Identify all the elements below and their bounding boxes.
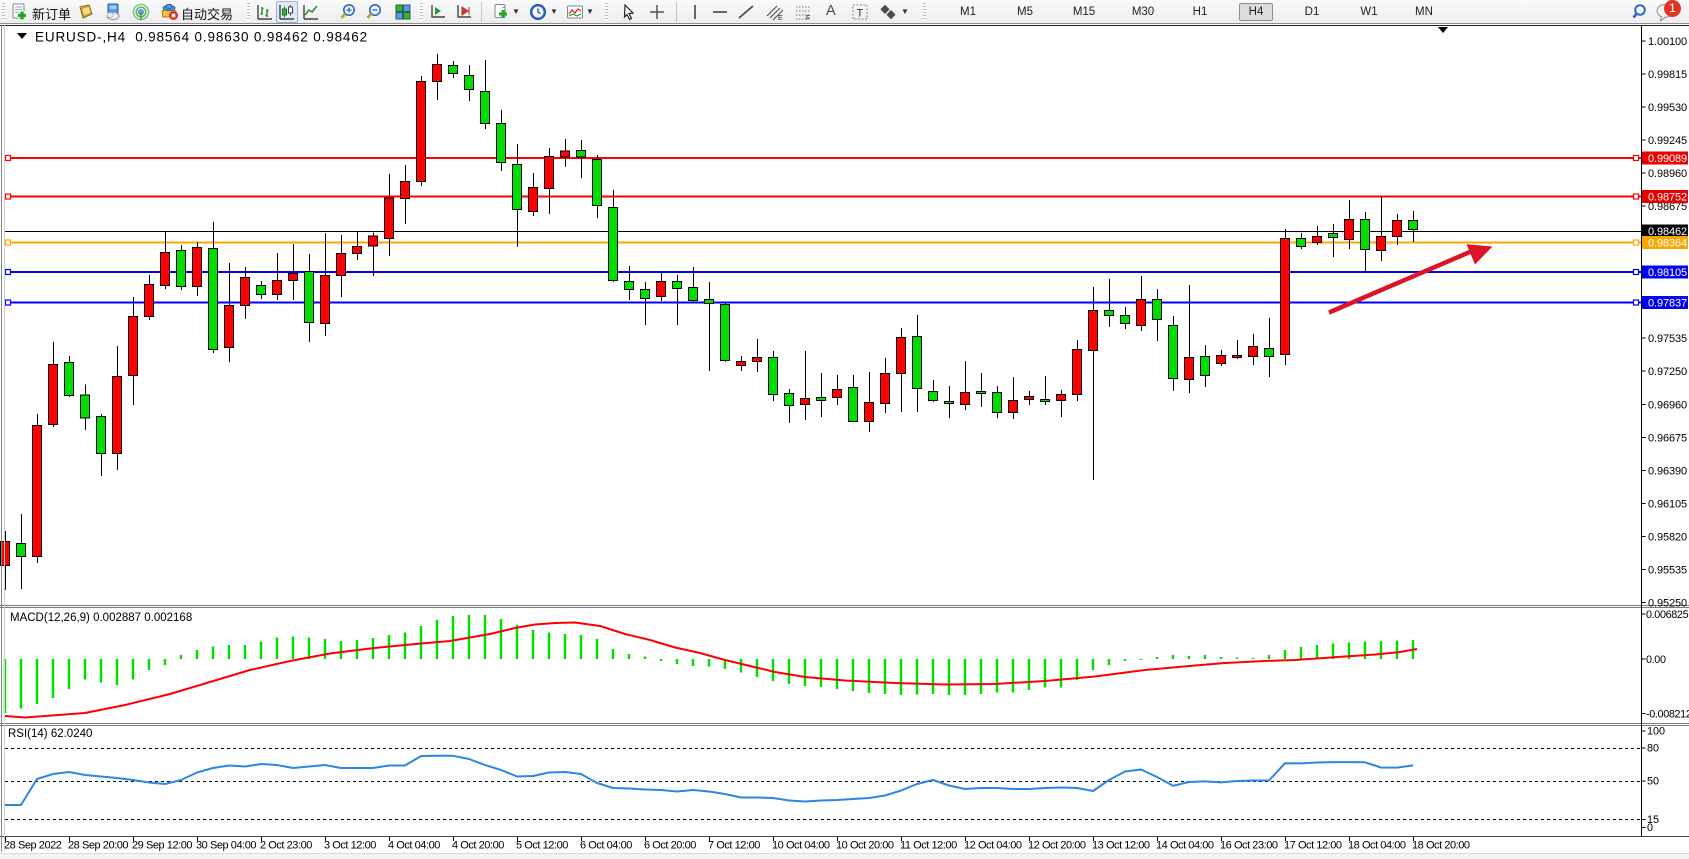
svg-text:16 Oct 23:00: 16 Oct 23:00 [1220,840,1278,852]
svg-text:0.006825: 0.006825 [1646,609,1689,621]
svg-text:80: 80 [1647,743,1659,755]
svg-text:1.00100: 1.00100 [1648,36,1687,48]
svg-text:T: T [857,8,864,20]
svg-text:15: 15 [1647,814,1659,826]
svg-text:-0.008212: -0.008212 [1646,709,1689,721]
svg-text:MACD(12,26,9) 0.002887 0.00216: MACD(12,26,9) 0.002887 0.002168 [10,612,192,624]
svg-text:12 Oct 20:00: 12 Oct 20:00 [1028,840,1086,852]
svg-text:0.96390: 0.96390 [1648,466,1687,478]
svg-text:0.98960: 0.98960 [1648,168,1687,180]
svg-text:18 Oct 20:00: 18 Oct 20:00 [1412,840,1470,852]
svg-text:0.99530: 0.99530 [1648,102,1687,114]
svg-text:0.99089: 0.99089 [1648,153,1687,165]
svg-text:17 Oct 12:00: 17 Oct 12:00 [1284,840,1342,852]
svg-text:RSI(14) 62.0240: RSI(14) 62.0240 [8,728,92,740]
svg-text:0.95535: 0.95535 [1648,565,1687,577]
svg-text:F: F [806,15,810,21]
svg-text:11 Oct 12:00: 11 Oct 12:00 [900,840,957,852]
svg-text:0.97837: 0.97837 [1648,298,1687,310]
svg-text:0.99815: 0.99815 [1648,69,1687,81]
svg-text:0.97535: 0.97535 [1648,333,1687,345]
svg-text:0.98752: 0.98752 [1648,192,1687,204]
svg-text:0.98105: 0.98105 [1648,267,1687,279]
svg-text:28 Sep 20:00: 28 Sep 20:00 [68,840,128,852]
svg-text:0.95250: 0.95250 [1648,598,1687,610]
svg-text:10 Oct 04:00: 10 Oct 04:00 [772,840,830,852]
svg-text:6 Oct 04:00: 6 Oct 04:00 [580,840,632,852]
svg-text:0.99245: 0.99245 [1648,135,1687,147]
svg-text:12 Oct 04:00: 12 Oct 04:00 [964,840,1022,852]
svg-text:10 Oct 20:00: 10 Oct 20:00 [836,840,894,852]
svg-text:0: 0 [1647,822,1653,834]
svg-text:0.97250: 0.97250 [1648,366,1687,378]
svg-text:50: 50 [1647,776,1659,788]
svg-text:E: E [778,15,783,21]
svg-text:18 Oct 04:00: 18 Oct 04:00 [1348,840,1406,852]
svg-text:0.98364: 0.98364 [1648,238,1687,250]
svg-text:28 Sep 2022: 28 Sep 2022 [4,840,62,852]
svg-text:6 Oct 20:00: 6 Oct 20:00 [644,840,696,852]
svg-text:0.98462: 0.98462 [1648,226,1687,238]
svg-text:0.96105: 0.96105 [1648,499,1687,511]
svg-text:3 Oct 12:00: 3 Oct 12:00 [324,840,376,852]
svg-text:100: 100 [1647,726,1665,738]
svg-text:14 Oct 04:00: 14 Oct 04:00 [1156,840,1214,852]
svg-text:2 Oct 23:00: 2 Oct 23:00 [260,840,312,852]
svg-text:0.96960: 0.96960 [1648,400,1687,412]
svg-text:30 Sep 04:00: 30 Sep 04:00 [196,840,256,852]
svg-text:0.96675: 0.96675 [1648,433,1687,445]
svg-text:0.00: 0.00 [1646,654,1666,666]
svg-text:0.98675: 0.98675 [1648,201,1687,213]
svg-text:29 Sep 12:00: 29 Sep 12:00 [132,840,192,852]
svg-text:0.95820: 0.95820 [1648,532,1687,544]
svg-text:EURUSD-,H4 0.98564 0.98630 0.: EURUSD-,H4 0.98564 0.98630 0.98462 0.984… [35,30,368,45]
svg-text:13 Oct 12:00: 13 Oct 12:00 [1092,840,1150,852]
svg-text:7 Oct 12:00: 7 Oct 12:00 [708,840,760,852]
svg-text:5 Oct 12:00: 5 Oct 12:00 [516,840,568,852]
svg-text:4 Oct 04:00: 4 Oct 04:00 [388,840,440,852]
svg-text:4 Oct 20:00: 4 Oct 20:00 [452,840,504,852]
